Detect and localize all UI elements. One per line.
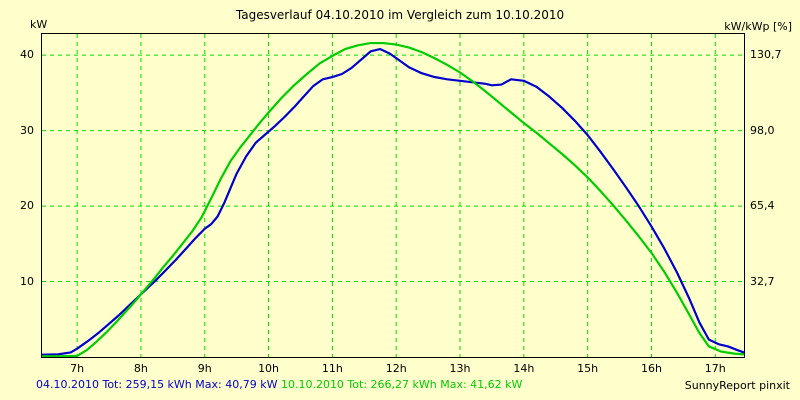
y-tick-label-left: 40: [20, 48, 34, 62]
y-tick-label-left: 10: [20, 274, 34, 288]
x-tick-label: 14h: [513, 362, 535, 375]
legend-item-series2: 10.10.2010 Tot: 266,27 kWh Max: 41,62 kW: [280, 378, 523, 391]
series-line-2: [42, 41, 744, 357]
x-tick-label: 9h: [197, 362, 212, 375]
chart-footer: 04.10.2010 Tot: 259,15 kWh Max: 40,79 kW…: [0, 378, 800, 394]
x-tick-label: 12h: [385, 362, 407, 375]
x-tick-label: 13h: [449, 362, 471, 375]
y-tick-label-right: 98,0: [750, 123, 775, 137]
x-tick-label: 15h: [577, 362, 599, 375]
x-tick-label: 11h: [321, 362, 343, 375]
x-tick-label: 10h: [258, 362, 280, 375]
gridlines: [42, 34, 744, 357]
x-tick-label: 8h: [133, 362, 148, 375]
x-tick-label: 17h: [704, 362, 726, 375]
series-line-1: [42, 47, 744, 356]
plot-svg: [42, 34, 744, 357]
page-title: Tagesverlauf 04.10.2010 im Vergleich zum…: [235, 8, 565, 22]
y-tick-label-right: 65,4: [750, 199, 775, 213]
watermark-label: SunnyReport pinxit: [684, 379, 790, 392]
y-tick-label-left: 20: [20, 199, 34, 213]
y-axis-label-left: kW: [30, 18, 48, 31]
y-axis-label-right: kW/kWp [%]: [724, 20, 792, 33]
x-tick-label: 16h: [640, 362, 662, 375]
y-tick-label-left: 30: [20, 123, 34, 137]
x-tick-label: 7h: [70, 362, 85, 375]
y-tick-label-right: 32,7: [750, 274, 775, 288]
legend: 04.10.2010 Tot: 259,15 kWh Max: 40,79 kW…: [36, 378, 522, 391]
series-lines: [42, 41, 744, 357]
plot-area: [41, 33, 745, 358]
y-tick-label-right: 130,7: [750, 48, 782, 62]
legend-item-series1: 04.10.2010 Tot: 259,15 kWh Max: 40,79 kW: [36, 378, 278, 391]
